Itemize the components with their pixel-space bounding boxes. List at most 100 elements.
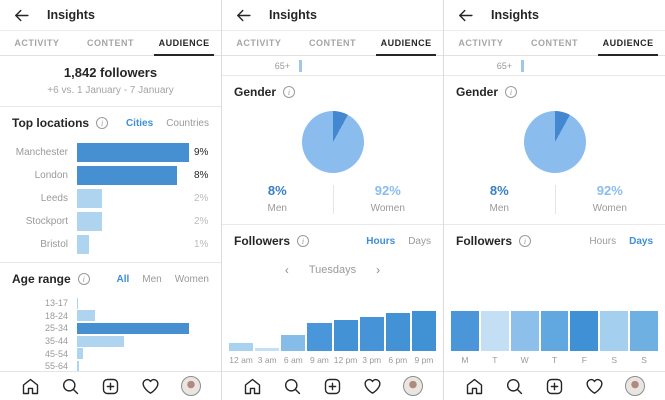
bar-column[interactable] — [630, 311, 659, 351]
followers-delta: +6 vs. 1 January - 7 January — [47, 85, 174, 96]
bar-column[interactable] — [600, 311, 629, 351]
bar-label: F — [581, 355, 587, 365]
row-label: 65+ — [274, 60, 290, 71]
gender-men: 8% Men — [444, 183, 555, 214]
back-arrow-icon[interactable] — [235, 7, 252, 24]
bar-column[interactable] — [307, 311, 332, 351]
tab-activity[interactable]: ACTIVITY — [14, 38, 60, 48]
bar-column[interactable] — [333, 311, 358, 351]
search-icon[interactable] — [281, 375, 303, 397]
tab-activity[interactable]: ACTIVITY — [236, 38, 282, 48]
toggle-countries[interactable]: Countries — [166, 117, 209, 129]
tab-audience[interactable]: AUDIENCE — [369, 31, 443, 56]
bar-track — [77, 143, 189, 162]
chart-row: 25-34 — [0, 322, 221, 335]
row-label: London — [34, 170, 68, 181]
back-arrow-icon[interactable] — [457, 7, 474, 24]
tab-audience[interactable]: AUDIENCE — [591, 31, 665, 56]
bar-column[interactable] — [510, 311, 539, 351]
row-label: 65+ — [496, 60, 512, 71]
info-icon[interactable]: i — [77, 273, 90, 285]
insights-screen-gender-hours: Insights ACTIVITY CONTENT AUDIENCE 65+ G… — [222, 0, 443, 400]
back-arrow-icon[interactable] — [13, 7, 30, 24]
new-post-icon[interactable] — [321, 375, 343, 397]
section-title: Followers — [234, 234, 291, 248]
bar — [255, 347, 280, 351]
gender-women: 92% Women — [333, 183, 444, 214]
stats-divider — [554, 185, 556, 214]
info-icon[interactable]: i — [283, 86, 296, 98]
content-area: 1,842 followers +6 vs. 1 January - 7 Jan… — [0, 56, 221, 371]
profile-avatar[interactable] — [624, 375, 646, 397]
content-area: 65+ Gender i 8% Men 92% Women Followers … — [444, 56, 665, 371]
section-divider — [222, 75, 443, 76]
tab-content[interactable]: CONTENT — [531, 38, 578, 48]
section-divider — [0, 106, 221, 107]
bar-label: 3 am — [257, 355, 277, 365]
bar-column[interactable] — [385, 311, 410, 351]
info-icon[interactable]: i — [505, 86, 518, 98]
bar-labels-row: 12 am 3 am 6 am 9 am 12 pm 3 pm 6 pm 9 pm — [229, 351, 436, 365]
bar-label: M — [461, 355, 469, 365]
bar-track — [77, 297, 189, 309]
bar — [521, 59, 524, 72]
chevron-left-icon[interactable]: ‹ — [284, 263, 289, 277]
toggle-men[interactable]: Men — [142, 273, 162, 285]
section-divider — [0, 262, 221, 263]
chevron-right-icon[interactable]: › — [376, 263, 381, 277]
bar-column[interactable] — [229, 311, 254, 351]
profile-avatar[interactable] — [180, 375, 202, 397]
bar-column[interactable] — [480, 311, 509, 351]
toggle-cities[interactable]: Cities — [125, 117, 154, 129]
home-icon[interactable] — [463, 375, 485, 397]
info-icon[interactable]: i — [96, 117, 109, 129]
bar-label: 6 pm — [388, 355, 408, 365]
bar-column[interactable] — [359, 311, 384, 351]
heart-icon[interactable] — [584, 375, 606, 397]
bar-column[interactable] — [570, 311, 599, 351]
new-post-icon[interactable] — [543, 375, 565, 397]
gender-stats: 8% Men 92% Women — [444, 181, 665, 224]
heart-icon[interactable] — [362, 375, 384, 397]
info-icon[interactable]: i — [519, 235, 532, 247]
toggle-all[interactable]: All — [116, 273, 130, 285]
tab-content[interactable]: CONTENT — [87, 38, 134, 48]
bar — [77, 297, 79, 309]
new-post-icon[interactable] — [99, 375, 121, 397]
followers-toggles: Hours Days — [589, 236, 653, 247]
toggle-days[interactable]: Days — [629, 235, 653, 247]
section-divider — [444, 224, 665, 225]
tab-activity[interactable]: ACTIVITY — [458, 38, 504, 48]
toggle-hours[interactable]: Hours — [589, 235, 617, 247]
bar-column[interactable] — [451, 311, 479, 351]
bar-label: 12 pm — [333, 355, 358, 365]
chart-row: 45-54 — [0, 347, 221, 360]
home-icon[interactable] — [241, 375, 263, 397]
toggle-hours[interactable]: Hours — [366, 235, 396, 247]
bar-column[interactable] — [255, 311, 280, 351]
row-label: Stockport — [25, 216, 68, 227]
chart-row: 13-17 — [0, 297, 221, 310]
section-title: Gender — [456, 85, 499, 99]
profile-avatar[interactable] — [402, 375, 424, 397]
bar-column[interactable] — [540, 311, 569, 351]
heart-icon[interactable] — [140, 375, 162, 397]
row-label: 55-64 — [44, 361, 68, 371]
toggle-women[interactable]: Women — [174, 273, 209, 285]
home-icon[interactable] — [19, 375, 41, 397]
tab-content[interactable]: CONTENT — [309, 38, 356, 48]
row-label: 13-17 — [44, 298, 68, 309]
followers-count: 1,842 followers — [63, 65, 158, 80]
bar-label: T — [492, 355, 498, 365]
tab-bar: ACTIVITY CONTENT AUDIENCE — [222, 30, 443, 56]
women-percent: 92% — [596, 183, 623, 198]
info-icon[interactable]: i — [297, 235, 310, 247]
bar-column[interactable] — [411, 311, 436, 351]
search-icon[interactable] — [503, 375, 525, 397]
gender-pie-wrap — [444, 105, 665, 181]
tab-audience[interactable]: AUDIENCE — [147, 31, 221, 56]
bar-track — [77, 335, 189, 347]
toggle-days[interactable]: Days — [408, 235, 431, 247]
bar-column[interactable] — [281, 311, 306, 351]
search-icon[interactable] — [59, 375, 81, 397]
